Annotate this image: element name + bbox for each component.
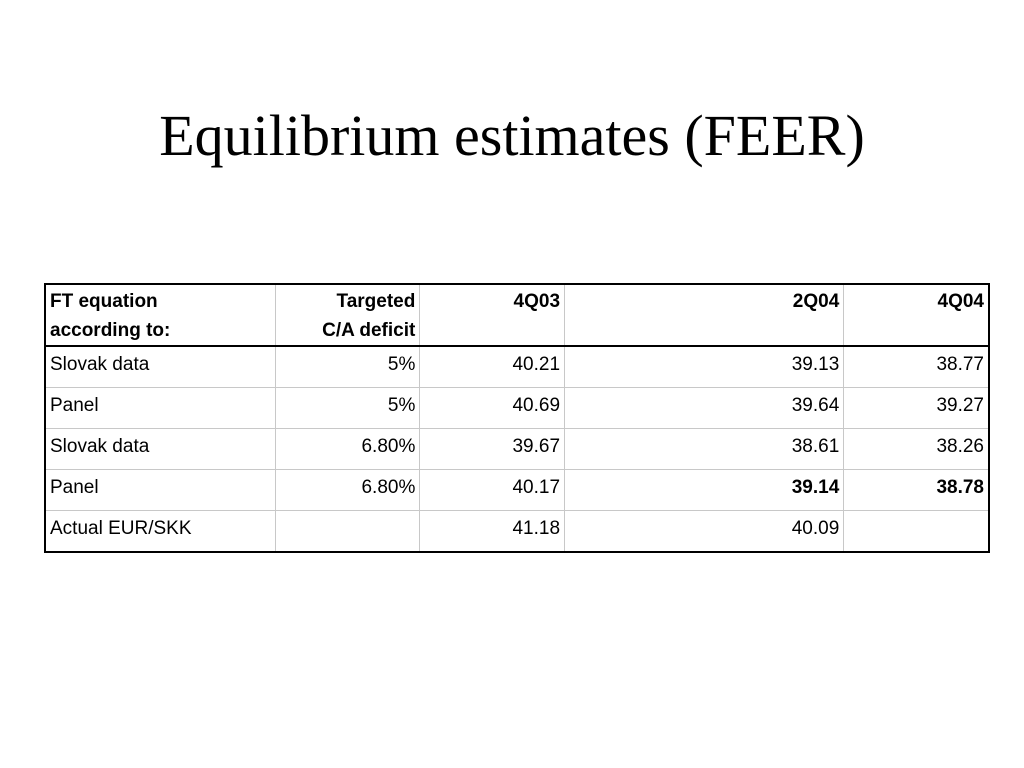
header-targeted-line2: C/A deficit (322, 320, 416, 341)
header-2q04: 2Q04 (564, 283, 845, 347)
header-ft-equation-line2: according to: (50, 320, 171, 341)
table-header-row: FT equation according to: Targeted C/A def… (44, 283, 990, 347)
header-targeted-deficit: Targeted C/A deficit (274, 283, 421, 347)
header-4q03: 4Q03 (419, 283, 566, 347)
table-row: Panel 6.80% 40.17 39.14 38.78 (44, 469, 990, 511)
row-label: Actual EUR/SKK (44, 510, 276, 553)
row-targeted-deficit: 5% (274, 387, 421, 429)
header-ft-equation: FT equation according to: (44, 283, 276, 347)
row-2q04-value: 39.64 (564, 387, 845, 429)
row-2q04-value: 38.61 (564, 428, 845, 470)
row-2q04-value: 40.09 (564, 510, 845, 553)
row-2q04-value-highlight: 39.14 (564, 469, 845, 511)
row-4q04-value: 39.27 (843, 387, 990, 429)
table-row: Slovak data 5% 40.21 39.13 38.77 (44, 345, 990, 388)
row-4q04-value: 38.26 (843, 428, 990, 470)
row-4q03-value: 40.69 (419, 387, 566, 429)
table-row: Slovak data 6.80% 39.67 38.61 38.26 (44, 428, 990, 470)
row-label: Panel (44, 387, 276, 429)
header-4q04: 4Q04 (843, 283, 990, 347)
row-4q03-value: 39.67 (419, 428, 566, 470)
row-4q04-value-highlight: 38.78 (843, 469, 990, 511)
row-targeted-deficit: 6.80% (274, 469, 421, 511)
row-4q04-value: 38.77 (843, 345, 990, 388)
row-label: Slovak data (44, 345, 276, 388)
row-targeted-deficit (274, 510, 421, 553)
slide-title: Equilibrium estimates (FEER) (159, 103, 865, 168)
row-4q03-value: 40.21 (419, 345, 566, 388)
feer-estimates-table: FT equation according to: Targeted C/A def… (44, 283, 990, 553)
row-4q04-value (843, 510, 990, 553)
header-targeted-line1: Targeted (336, 291, 416, 312)
header-ft-equation-line1: FT equation (50, 291, 158, 312)
row-label: Panel (44, 469, 276, 511)
row-targeted-deficit: 6.80% (274, 428, 421, 470)
table-row: Panel 5% 40.69 39.64 39.27 (44, 387, 990, 429)
row-label: Slovak data (44, 428, 276, 470)
row-targeted-deficit: 5% (274, 345, 421, 388)
table-row: Actual EUR/SKK 41.18 40.09 (44, 510, 990, 553)
row-2q04-value: 39.13 (564, 345, 845, 388)
row-4q03-value: 41.18 (419, 510, 566, 553)
row-4q03-value: 40.17 (419, 469, 566, 511)
